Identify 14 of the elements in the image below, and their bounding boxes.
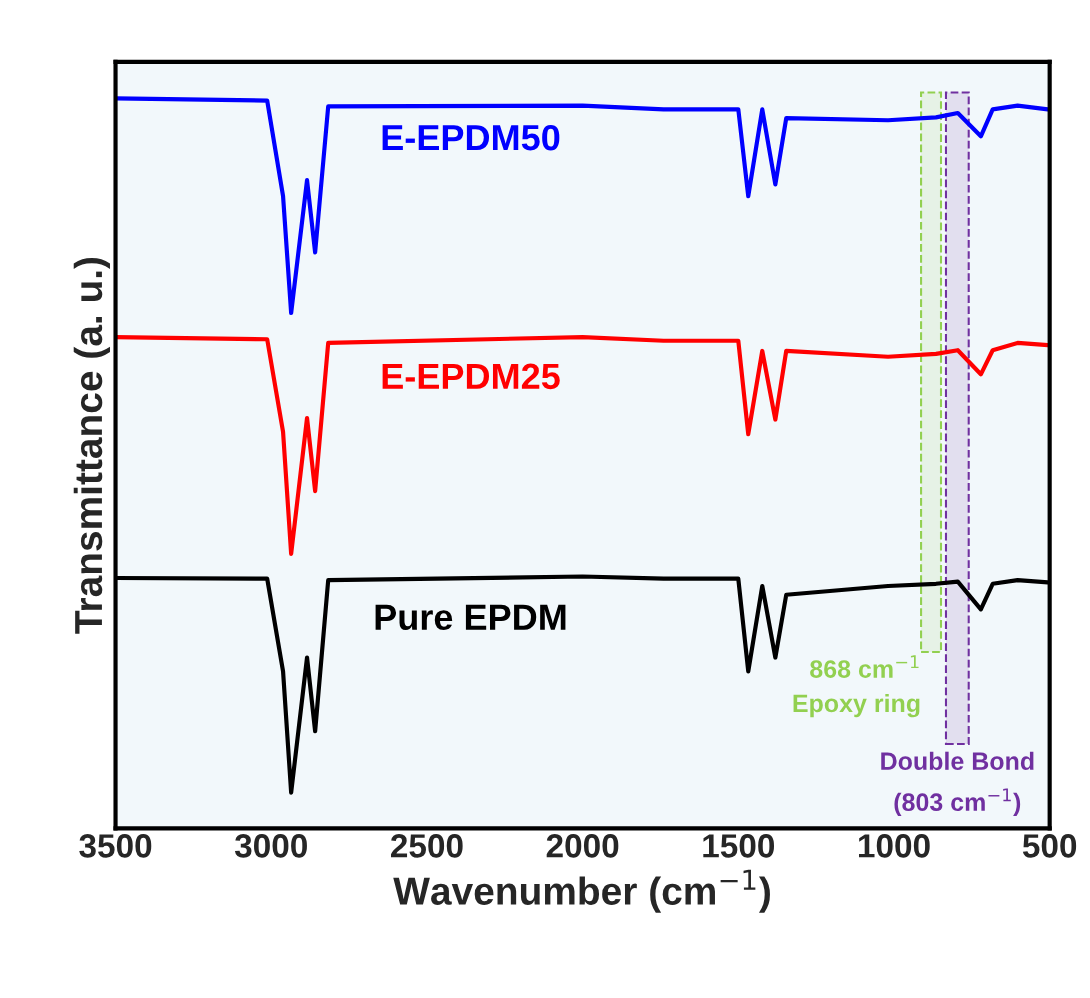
x-tick-label: 2000 [546,834,619,858]
x-axis-title: Wavenumber (cm$^{−1}$) [393,869,770,913]
series-label: Pure EPDM [375,604,566,631]
series-label: E-EPDM25 [382,363,560,390]
x-tick-label: 500 [1022,834,1077,858]
text: 868 cm$^{−1}$ Epoxy ring [793,655,920,718]
x-tick-label: 2500 [391,834,463,858]
x-tick-label: 1000 [859,834,930,858]
series-label: E-EPDM50 [382,124,560,151]
x-tick-label: 1500 [703,834,775,858]
band-label: Double Bond (803 cm$^{−1}$) [881,751,1034,817]
y-axis-title: Transmittance (a. u.) [73,257,110,634]
x-tick-label: 3500 [79,834,152,858]
x-tick-label: 3000 [234,834,307,858]
